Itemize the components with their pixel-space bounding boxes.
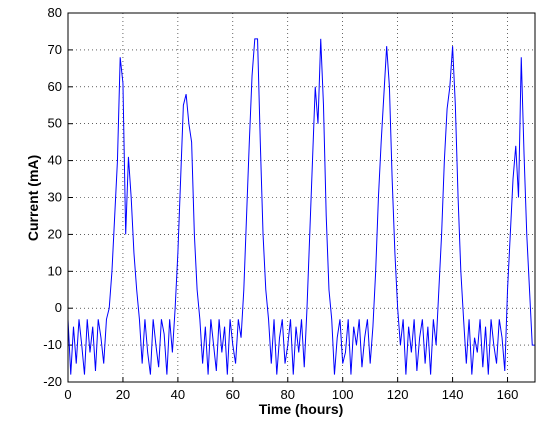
- y-tick-label: 40: [48, 153, 62, 168]
- x-tick-label: 100: [332, 387, 354, 402]
- x-tick-label: 120: [387, 387, 409, 402]
- y-tick-label: 20: [48, 226, 62, 241]
- x-tick-label: 60: [226, 387, 240, 402]
- y-tick-label: 50: [48, 116, 62, 131]
- y-tick-label: -10: [43, 337, 62, 352]
- y-axis-label: Current (mA): [25, 155, 41, 241]
- data-line: [67, 38, 535, 375]
- x-tick-label: 80: [281, 387, 295, 402]
- x-axis-label: Time (hours): [259, 401, 344, 417]
- y-tick-label: 10: [48, 263, 62, 278]
- y-tick-label: 70: [48, 42, 62, 57]
- x-tick-label: 0: [64, 387, 71, 402]
- x-tick-label: 140: [442, 387, 464, 402]
- y-tick-label: 60: [48, 79, 62, 94]
- plot-frame: [67, 12, 536, 383]
- y-tick-label: 30: [48, 190, 62, 205]
- x-tick-label: 20: [116, 387, 130, 402]
- y-tick-label: -20: [43, 374, 62, 389]
- y-tick-label: 0: [55, 300, 62, 315]
- x-tick-label: 40: [171, 387, 185, 402]
- y-tick-label: 80: [48, 5, 62, 20]
- x-tick-label: 160: [497, 387, 519, 402]
